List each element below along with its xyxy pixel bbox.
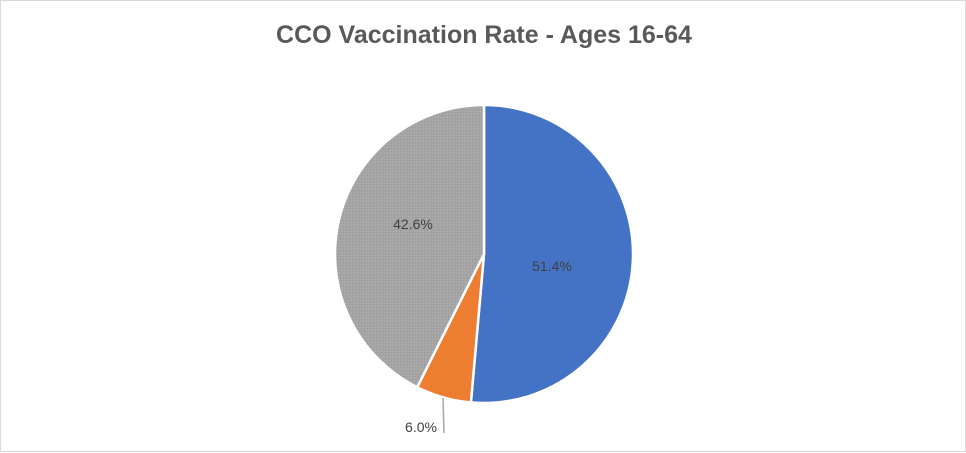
data-label-slice-2: 6.0% [405, 419, 437, 435]
data-label-slice-1: 51.4% [532, 258, 572, 274]
chart-title: CCO Vaccination Rate - Ages 16-64 [276, 21, 692, 49]
leader-line [442, 397, 445, 434]
pie-slice-1 [469, 103, 635, 405]
pie-slices [333, 103, 635, 405]
data-label-slice-3: 42.6% [393, 216, 433, 232]
pie-slice-3 [333, 103, 486, 389]
